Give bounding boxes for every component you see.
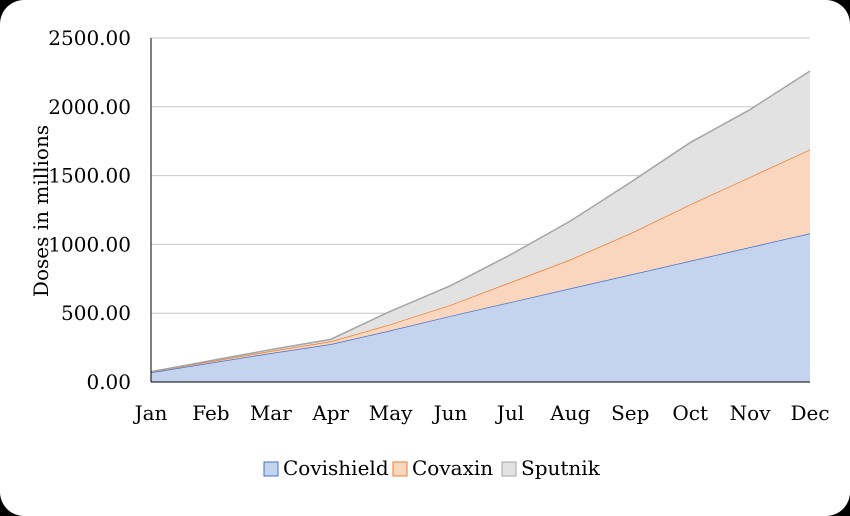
line-sputnik — [150, 70, 811, 373]
x-tick-label: Apr — [311, 401, 349, 425]
legend-label-sputnik: Sputnik — [521, 456, 601, 480]
x-tick-labels: Jan Feb Mar Apr May Jun Jul Aug Sep Oct Nov Dec — [133, 401, 830, 425]
axes — [150, 38, 810, 383]
x-tick-label: Nov — [730, 401, 772, 425]
y-tick-label: 0.00 — [86, 370, 131, 394]
area-covaxin — [151, 149, 810, 373]
x-tick-label: Jan — [133, 401, 168, 425]
y-tick-labels: 0.00 500.00 1000.00 1500.00 2000.00 2500.00 — [48, 26, 131, 394]
area-covishield — [151, 233, 810, 382]
area-series — [150, 70, 811, 382]
x-tick-label: Feb — [192, 401, 229, 425]
y-tick-label: 1000.00 — [48, 232, 131, 256]
legend-label-covishield: Covishield — [283, 456, 389, 480]
legend-swatch-sputnik — [501, 461, 517, 477]
x-tick-label: Jul — [495, 401, 524, 425]
x-tick-label: Mar — [250, 401, 292, 425]
legend-swatch-covaxin — [392, 461, 408, 477]
x-tick-label: Jun — [432, 401, 468, 425]
y-tick-label: 2000.00 — [48, 95, 131, 119]
y-tick-label: 2500.00 — [48, 26, 131, 50]
y-tick-label: 500.00 — [61, 301, 131, 325]
x-tick-label: Sep — [611, 401, 649, 425]
y-tick-label: 1500.00 — [48, 164, 131, 188]
x-tick-label: May — [369, 401, 413, 425]
legend: Covishield Covaxin Sputnik — [263, 456, 601, 480]
y-axis-title: Doses in millions — [29, 125, 53, 297]
x-tick-label: Oct — [672, 401, 708, 425]
x-tick-label: Aug — [549, 401, 590, 425]
legend-label-covaxin: Covaxin — [412, 456, 493, 480]
x-tick-label: Dec — [790, 401, 829, 425]
legend-swatch-covishield — [263, 461, 279, 477]
